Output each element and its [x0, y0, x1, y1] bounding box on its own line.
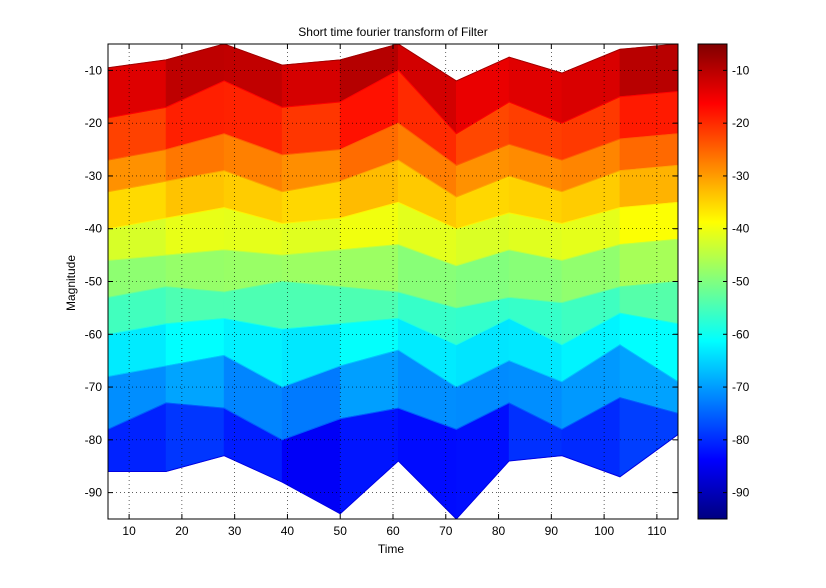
band-9-segment-4: [339, 407, 399, 515]
y-tick-label: -10: [85, 63, 103, 77]
band-5-segment-1: [165, 249, 225, 293]
chart-title: Short time fourier transform of Filter: [298, 25, 487, 39]
y-tick-label: -40: [85, 222, 103, 236]
x-tick-label: 90: [545, 524, 559, 538]
band-5-segment-4: [339, 244, 399, 293]
colorbar-tick-label: -30: [732, 169, 750, 183]
band-4-segment-3: [281, 217, 341, 256]
series-line-5: [108, 238, 678, 267]
x-tick-label: 10: [122, 524, 136, 538]
y-tick-label: -20: [85, 116, 103, 130]
colorbar-tick-label: -60: [732, 327, 750, 341]
x-tick-label: 100: [594, 524, 614, 538]
series-line-3: [108, 159, 678, 198]
band-3-segment-9: [619, 165, 678, 208]
colorbar-axis: -10 -20 -30 -40 -50 -60 -70 -80 -90: [698, 63, 750, 500]
series-line-2: [108, 122, 678, 166]
series-line-1: [108, 69, 678, 135]
y-tick-label: -80: [85, 433, 103, 447]
band-5-segment-3: [281, 249, 341, 288]
x-axis: 10 20 30 40 50 60 70 80 90 100 110: [122, 44, 667, 538]
band-6-segment-1: [165, 286, 225, 325]
band-2-segment-9: [619, 133, 678, 171]
x-tick-label: 20: [175, 524, 189, 538]
band-9-segment-1: [165, 402, 225, 472]
band-6-segment-4: [339, 286, 399, 325]
y-tick-label: -90: [85, 486, 103, 500]
y-axis-label: Magnitude: [64, 255, 78, 311]
band-0-segment-3: [281, 59, 341, 108]
series-line-4: [108, 201, 678, 230]
band-1-segment-9: [619, 91, 678, 140]
x-tick-label: 80: [492, 524, 506, 538]
colorbar-tick-label: -80: [732, 433, 750, 447]
x-axis-label: Time: [378, 542, 405, 556]
x-tick-label: 110: [647, 524, 666, 538]
series-line-6: [108, 280, 678, 309]
band-4-segment-9: [619, 202, 678, 245]
y-axis: -10 -20 -30 -40 -50 -60 -70 -80 -90: [85, 63, 678, 500]
series-line-7: [108, 312, 678, 346]
colorbar-tick-label: -10: [732, 63, 750, 77]
series-line-9: [108, 397, 678, 441]
y-tick-label: -60: [85, 327, 103, 341]
series-line-10: [108, 434, 678, 519]
band-6-segment-3: [281, 281, 341, 330]
band-5-segment-9: [619, 238, 678, 288]
x-tick-label: 70: [439, 524, 453, 538]
grid-lines: [108, 44, 678, 519]
x-tick-label: 40: [281, 524, 295, 538]
x-tick-label: 50: [334, 524, 348, 538]
colorbar: [697, 43, 728, 520]
colorbar-tick-label: -20: [732, 116, 750, 130]
x-tick-label: 30: [228, 524, 242, 538]
colorbar-tick-label: -50: [732, 275, 750, 289]
x-tick-label: 60: [386, 524, 400, 538]
y-tick-label: -30: [85, 169, 103, 183]
colorbar-tick-label: -90: [732, 486, 750, 500]
series-line-8: [108, 344, 678, 388]
colorbar-tick-label: -70: [732, 380, 750, 394]
colorbar-tick-label: -40: [732, 222, 750, 236]
magnitude-bands: [108, 44, 678, 519]
y-tick-label: -70: [85, 380, 103, 394]
y-tick-label: -50: [85, 275, 103, 289]
band-1-segment-3: [281, 101, 341, 156]
series-line-0: [108, 44, 678, 82]
